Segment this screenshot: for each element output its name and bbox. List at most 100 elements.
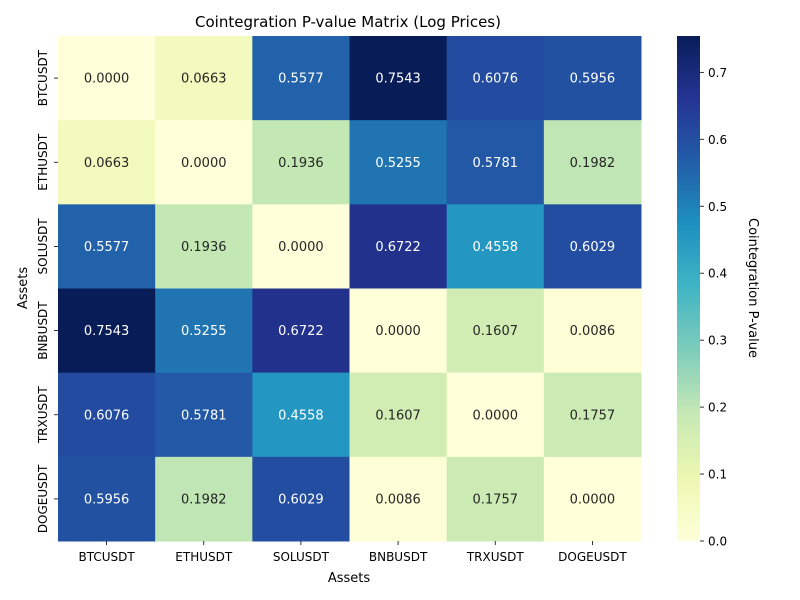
heatmap-cell — [58, 372, 156, 458]
cell-value-label: 0.5577 — [278, 72, 324, 87]
cell-value-label: 0.0000 — [473, 408, 519, 423]
y-tick-label: TRXUSDT — [36, 386, 50, 445]
heatmap-cell — [252, 456, 350, 542]
x-tick-label: ETHUSDT — [175, 550, 233, 564]
cell-value-label: 0.5781 — [473, 156, 519, 171]
cell-value-label: 0.1757 — [473, 492, 519, 507]
heatmap-cells: 0.0000 0.0663 0.5577 0.7543 0.6076 0.5956 0.06… — [58, 36, 642, 542]
heatmap-cell — [349, 456, 448, 542]
heatmap-cell — [155, 288, 253, 374]
cell-value-label: 0.1936 — [181, 240, 227, 255]
cell-value-label: 0.1982 — [570, 156, 616, 171]
heatmap-cell — [252, 36, 350, 121]
heatmap-cell — [543, 456, 642, 542]
heatmap-cell — [252, 288, 350, 374]
y-tick-labels: BTCUSDT ETHUSDT SOLUSDT BNBUSDT TRXUSDT DOGEU… — [36, 49, 58, 533]
x-tick-label: TRXUSDT — [466, 550, 525, 564]
cell-value-label: 0.6076 — [84, 408, 130, 423]
cell-value-label: 0.1757 — [570, 408, 616, 423]
heatmap-cell — [58, 36, 156, 121]
colorbar-tick-label: 0.6 — [708, 133, 727, 147]
cell-value-label: 0.6722 — [278, 324, 324, 339]
cell-value-label: 0.1936 — [278, 156, 324, 171]
heatmap-cell — [543, 288, 642, 374]
heatmap-cell — [349, 36, 448, 121]
y-tick-label: BTCUSDT — [36, 49, 50, 106]
cell-value-label: 0.7543 — [84, 324, 130, 339]
heatmap-cell — [543, 36, 642, 121]
heatmap-cell — [349, 288, 448, 374]
heatmap-cell — [446, 288, 545, 374]
cell-value-label: 0.6076 — [473, 72, 519, 87]
colorbar-tick-label: 0.1 — [708, 468, 727, 482]
cell-value-label: 0.4558 — [278, 408, 324, 423]
x-axis-label: Assets — [328, 571, 371, 586]
heatmap-cell — [446, 36, 545, 121]
cell-value-label: 0.5255 — [375, 156, 421, 171]
heatmap-cell — [446, 204, 545, 289]
heatmap-cell — [252, 372, 350, 458]
cell-value-label: 0.1607 — [473, 324, 519, 339]
cell-value-label: 0.0000 — [181, 156, 227, 171]
heatmap-cell — [58, 288, 156, 374]
cell-value-label: 0.1982 — [181, 492, 227, 507]
heatmap-cell — [252, 204, 350, 289]
heatmap-cell — [349, 372, 448, 458]
chart-title: Cointegration P-value Matrix (Log Prices… — [195, 13, 501, 31]
cell-value-label: 0.0000 — [84, 72, 130, 87]
x-tick-labels: BTCUSDT ETHUSDT SOLUSDT BNBUSDT TRXUSDT DOGEU… — [78, 541, 627, 564]
cell-value-label: 0.0663 — [84, 156, 130, 171]
colorbar-tick-label: 0.4 — [708, 267, 727, 281]
cell-value-label: 0.4558 — [473, 240, 519, 255]
heatmap-cell — [155, 120, 253, 205]
x-tick-label: BNBUSDT — [369, 550, 428, 564]
cell-value-label: 0.6029 — [278, 492, 324, 507]
heatmap-cell — [543, 120, 642, 205]
x-tick-label: DOGEUSDT — [558, 550, 627, 564]
heatmap-cell — [155, 372, 253, 458]
colorbar-tick-label: 0.0 — [708, 535, 727, 549]
cell-value-label: 0.6029 — [570, 240, 616, 255]
x-tick-label: SOLUSDT — [273, 550, 330, 564]
colorbar — [677, 36, 700, 541]
cell-value-label: 0.0000 — [570, 492, 616, 507]
heatmap-cell — [446, 372, 545, 458]
cell-value-label: 0.6722 — [375, 240, 421, 255]
cell-value-label: 0.0000 — [375, 324, 421, 339]
cell-value-label: 0.5255 — [181, 324, 227, 339]
y-tick-label: SOLUSDT — [36, 218, 50, 275]
cell-value-label: 0.5577 — [84, 240, 130, 255]
cell-value-label: 0.5956 — [570, 72, 616, 87]
heatmap-cell — [155, 456, 253, 542]
heatmap-cell — [58, 120, 156, 205]
y-tick-label: BNBUSDT — [36, 301, 50, 360]
colorbar-tick-label: 0.2 — [708, 401, 727, 415]
colorbar-tick-label: 0.7 — [708, 66, 727, 80]
colorbar-label: Cointegration P-value — [745, 218, 760, 358]
heatmap-cell — [349, 204, 448, 289]
heatmap-cell — [543, 204, 642, 289]
heatmap-cell — [446, 120, 545, 205]
cell-value-label: 0.7543 — [375, 72, 421, 87]
heatmap-cell — [58, 204, 156, 289]
heatmap-cell — [155, 204, 253, 289]
heatmap-cell — [446, 456, 545, 542]
cell-value-label: 0.0000 — [278, 240, 324, 255]
cell-value-label: 0.0663 — [181, 72, 227, 87]
colorbar-tick-label: 0.3 — [708, 334, 727, 348]
x-tick-label: BTCUSDT — [78, 550, 135, 564]
y-axis-label: Assets — [16, 267, 31, 310]
cell-value-label: 0.5781 — [181, 408, 227, 423]
heatmap-cell — [252, 120, 350, 205]
cell-value-label: 0.0086 — [570, 324, 616, 339]
cell-value-label: 0.5956 — [84, 492, 130, 507]
heatmap-cell — [349, 120, 448, 205]
colorbar-tick-label: 0.5 — [708, 200, 727, 214]
y-tick-label: ETHUSDT — [36, 133, 50, 191]
cell-value-label: 0.1607 — [375, 408, 421, 423]
colorbar-ticks: 0.0 0.1 0.2 0.3 0.4 0.5 0.6 0.7 — [700, 66, 727, 549]
heatmap-cell — [155, 36, 253, 121]
heatmap-cell — [58, 456, 156, 542]
heatmap-cell — [543, 372, 642, 458]
